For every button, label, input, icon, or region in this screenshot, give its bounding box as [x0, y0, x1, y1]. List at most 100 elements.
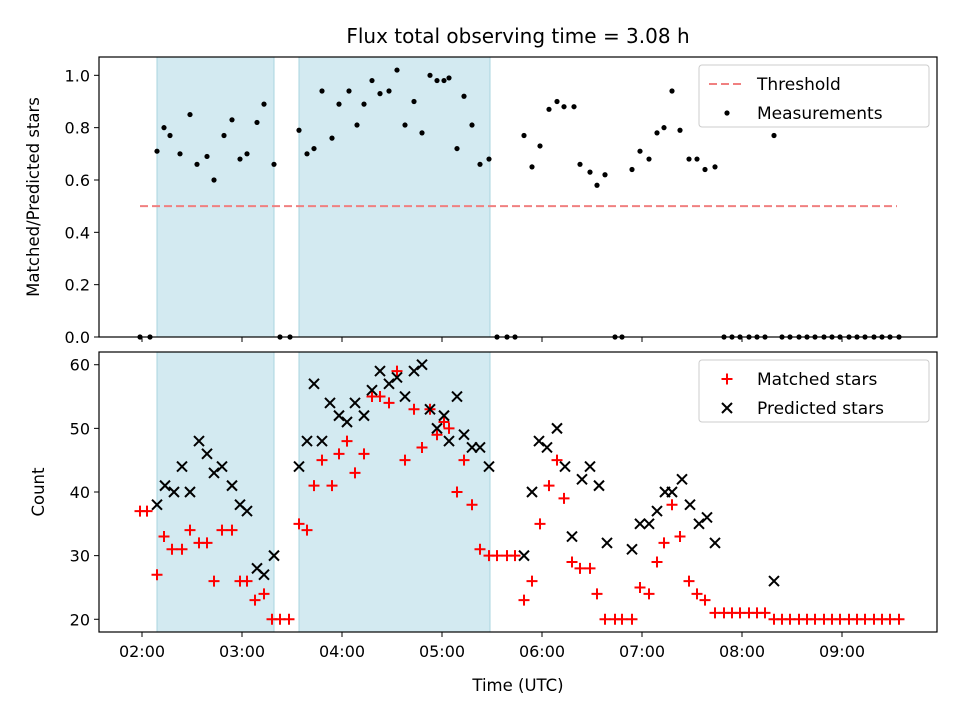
data-point	[427, 72, 433, 78]
data-point	[474, 441, 486, 454]
data-point	[241, 575, 253, 587]
data-point	[326, 480, 338, 492]
data-point	[201, 537, 213, 549]
data-point	[141, 505, 153, 517]
data-point	[529, 164, 535, 170]
data-point	[399, 454, 411, 466]
observing-interval	[298, 56, 491, 338]
data-point	[629, 166, 635, 173]
data-point	[483, 460, 495, 473]
data-point	[216, 524, 228, 536]
data-point	[293, 460, 305, 473]
data-point	[369, 77, 375, 84]
chart-title: Flux total observing time = 3.08 h	[346, 24, 689, 48]
y-tick-label: 50	[70, 419, 90, 438]
data-point	[151, 499, 163, 511]
data-point	[451, 390, 463, 403]
top-panel-legend: Threshold Measurements	[698, 64, 930, 128]
data-point	[616, 613, 628, 625]
data-point	[451, 486, 463, 498]
data-point	[593, 479, 605, 492]
data-point	[626, 543, 638, 555]
data-point	[712, 164, 718, 170]
observing-interval	[156, 56, 275, 338]
data-point	[634, 518, 646, 530]
data-point	[574, 562, 586, 574]
data-point	[669, 88, 675, 94]
data-point	[561, 104, 567, 110]
data-point	[759, 607, 771, 619]
data-point	[474, 543, 486, 555]
data-point	[161, 125, 167, 131]
data-point	[466, 499, 478, 511]
data-point	[184, 486, 196, 498]
data-point	[643, 518, 655, 530]
data-point	[201, 448, 213, 460]
data-point	[458, 429, 470, 441]
data-point	[577, 161, 583, 167]
data-point	[591, 588, 603, 600]
data-point	[537, 143, 543, 149]
data-point	[383, 378, 395, 390]
data-point	[301, 435, 313, 447]
x-tick-label: 07:00	[619, 642, 665, 661]
data-point	[329, 135, 335, 141]
data-point	[319, 88, 325, 94]
data-point	[244, 151, 250, 157]
top-panel-ticks: 0.0 0.2 0.4 0.6 0.8 1.0	[65, 66, 843, 347]
data-point	[184, 524, 196, 536]
data-point	[438, 416, 450, 428]
data-point	[686, 156, 692, 162]
data-point	[358, 409, 370, 422]
data-point	[541, 441, 553, 454]
data-point	[296, 127, 302, 133]
data-point	[461, 93, 467, 99]
data-point	[551, 454, 563, 466]
data-point	[308, 378, 320, 390]
data-point	[576, 473, 588, 485]
data-point	[386, 88, 392, 94]
data-point	[584, 460, 596, 473]
data-point	[768, 575, 780, 587]
data-point	[311, 145, 317, 152]
data-point	[419, 130, 425, 136]
data-point	[176, 543, 188, 555]
data-point	[383, 397, 395, 409]
data-point	[187, 111, 193, 118]
bottom-panel-ticks: 20 30 40 50 60 02:00 03:00 04:00 05:00 06:00 07:00…	[70, 356, 865, 661]
data-point	[526, 575, 538, 587]
data-point	[241, 505, 253, 517]
data-point	[341, 435, 353, 447]
y-tick-label: 20	[70, 610, 90, 629]
data-point	[709, 537, 721, 549]
bottom-panel-ylabel: Count	[29, 467, 48, 517]
data-point	[594, 182, 600, 188]
data-point	[666, 499, 678, 511]
data-point	[566, 530, 578, 543]
data-point	[237, 156, 243, 162]
observing-intervals	[156, 351, 491, 633]
y-tick-label: 0.0	[65, 328, 90, 347]
data-point	[654, 130, 660, 136]
data-point	[651, 556, 663, 568]
data-point	[486, 156, 492, 162]
legend-box	[698, 359, 930, 423]
data-point	[543, 480, 555, 492]
data-point	[258, 588, 270, 600]
data-point	[333, 409, 345, 422]
y-tick-label: 0.8	[65, 119, 90, 138]
data-point	[408, 403, 420, 415]
legend-swatch	[721, 373, 733, 385]
data-point	[216, 460, 228, 473]
data-point	[443, 435, 455, 447]
x-tick-label: 05:00	[419, 642, 465, 661]
data-point	[377, 91, 383, 97]
data-point	[699, 594, 711, 606]
data-point	[159, 479, 171, 492]
data-point	[408, 365, 420, 377]
data-point	[518, 594, 530, 606]
data-point	[559, 460, 571, 473]
data-point	[431, 422, 443, 435]
data-point	[509, 550, 521, 562]
data-point	[374, 391, 386, 403]
